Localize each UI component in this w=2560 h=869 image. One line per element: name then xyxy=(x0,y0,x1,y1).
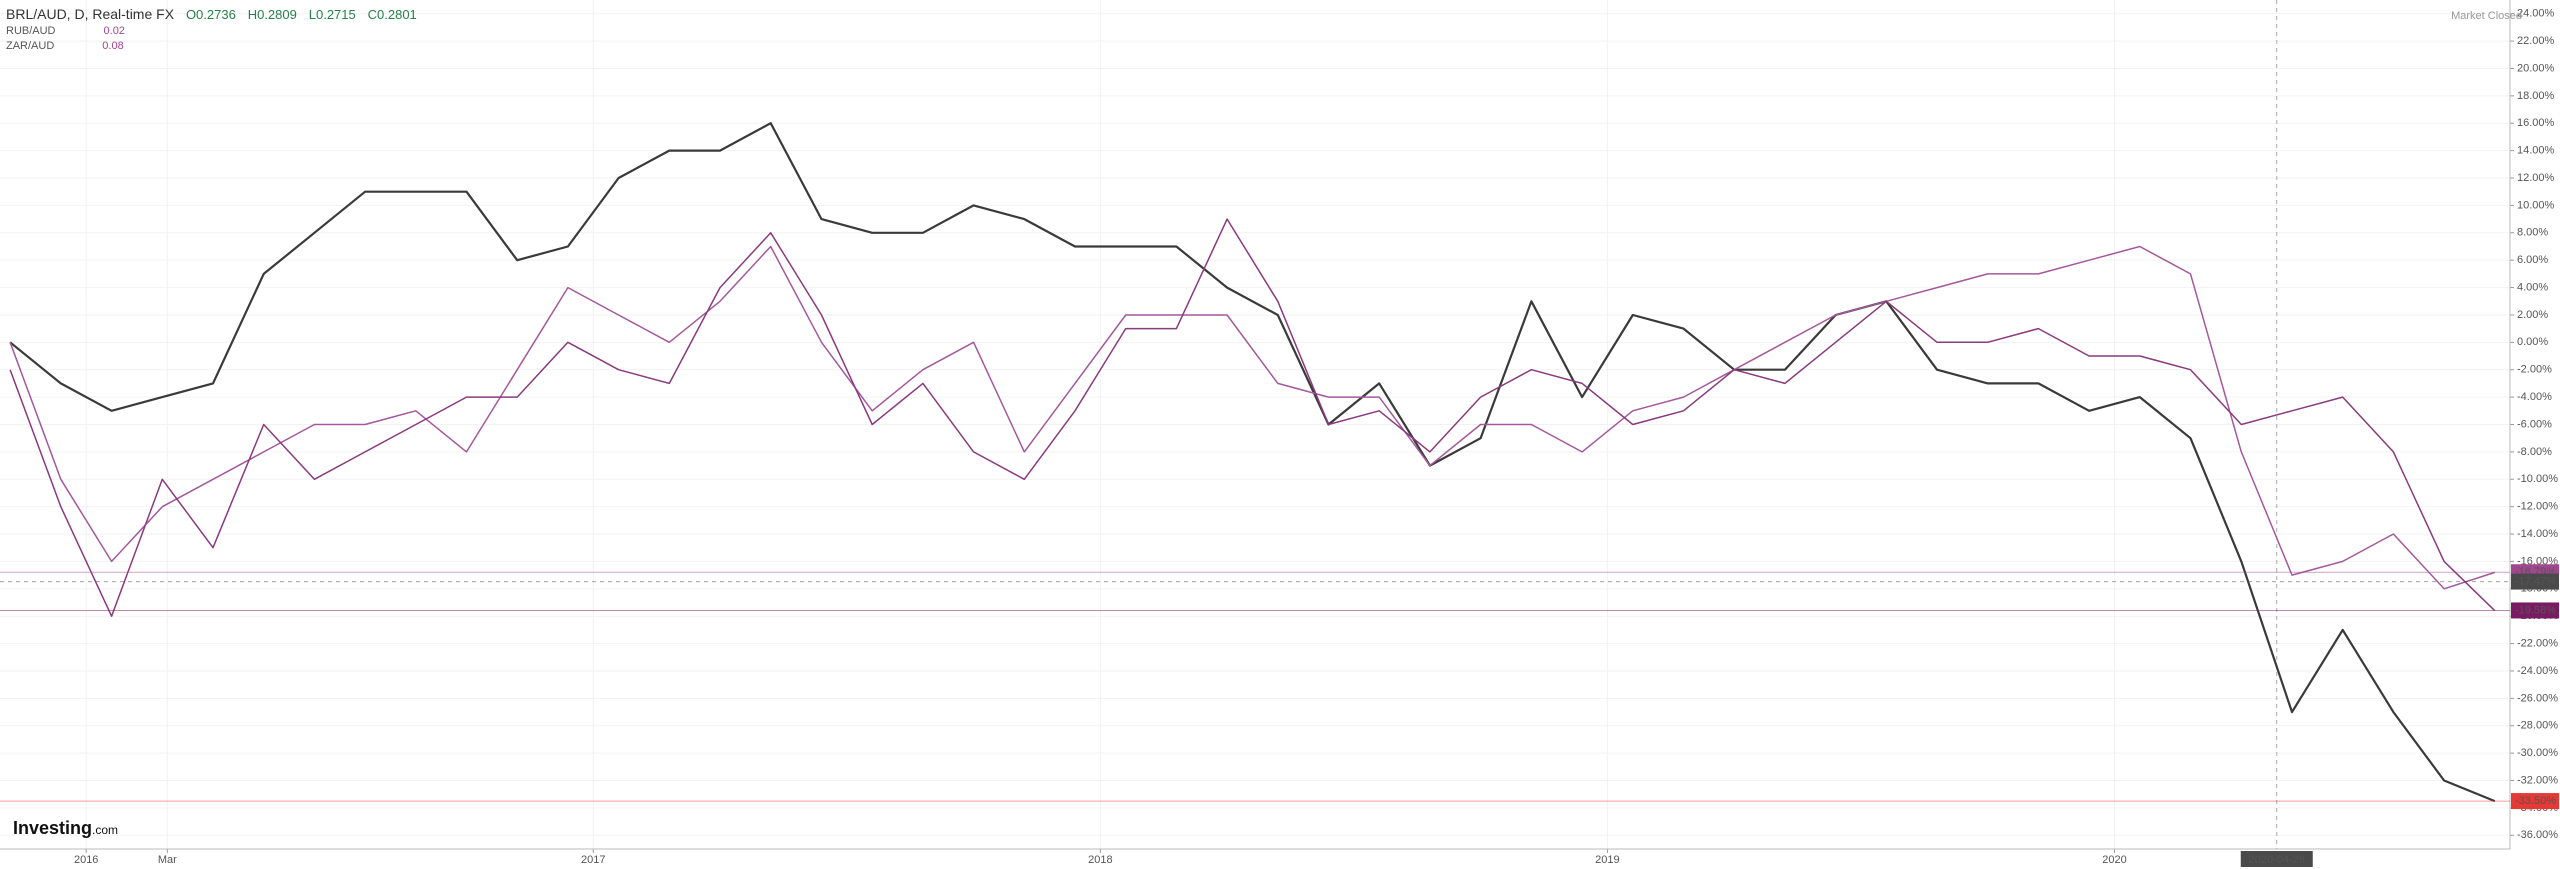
x-tick-label: 2016 xyxy=(74,854,98,866)
y-tick-label: -2.00% xyxy=(2517,364,2552,376)
y-tick-label: -6.00% xyxy=(2517,418,2552,430)
series-line xyxy=(9,245,2496,590)
crosshair-x-tag xyxy=(2240,851,2313,867)
y-tick-label: 24.00% xyxy=(2517,8,2555,20)
tag-label: -19.58% xyxy=(2515,604,2556,616)
y-tick-label: 20.00% xyxy=(2517,62,2555,74)
tag-label: -33.50% xyxy=(2515,795,2556,807)
y-tick-label: 14.00% xyxy=(2517,145,2555,157)
tag-box xyxy=(2511,573,2559,590)
x-tick-label: Mar xyxy=(158,854,177,866)
legend-name: ZAR/AUD xyxy=(6,40,55,52)
header: BRL/AUD, D, Real-time FX O0.2736 H0.2809… xyxy=(6,6,425,52)
y-tick-label: -14.00% xyxy=(2517,528,2558,540)
legend-value: 0.08 xyxy=(102,40,124,52)
ohlc-close: C0.2801 xyxy=(367,7,417,22)
tag-box xyxy=(2511,793,2559,810)
series-line xyxy=(9,218,2496,617)
y-tick-label: 8.00% xyxy=(2517,227,2548,239)
y-tick-label: -32.00% xyxy=(2517,774,2558,786)
title: BRL/AUD, D, Real-time FX xyxy=(6,6,175,22)
y-tick-label: 2.00% xyxy=(2517,309,2548,321)
y-tick-label: -24.00% xyxy=(2517,665,2558,677)
logo-suffix: .com xyxy=(92,823,119,837)
y-tick-label: 6.00% xyxy=(2517,254,2548,266)
y-tick-label: 18.00% xyxy=(2517,90,2555,102)
y-tick-label: -10.00% xyxy=(2517,473,2558,485)
series-line xyxy=(9,122,2496,803)
ohlc-low: L0.2715 xyxy=(308,7,356,22)
legend-value: 0.02 xyxy=(103,25,125,37)
ohlc-high: H0.2809 xyxy=(247,7,297,22)
y-tick-label: -28.00% xyxy=(2517,720,2558,732)
tag-box xyxy=(2511,602,2559,619)
y-tick-label: -8.00% xyxy=(2517,446,2552,458)
crosshair-x-label: 2020-04-28 xyxy=(2249,854,2305,866)
y-tick-label: -12.00% xyxy=(2517,501,2558,513)
market-status: Market Closed xyxy=(2451,10,2522,22)
y-tick-label: -4.00% xyxy=(2517,391,2552,403)
x-tick-label: 2019 xyxy=(1595,854,1619,866)
y-tick-label: -30.00% xyxy=(2517,747,2558,759)
watermark: Investing.com xyxy=(13,818,118,839)
x-tick-label: 2020 xyxy=(2102,854,2126,866)
legend-entry[interactable]: ZAR/AUD 0.08 xyxy=(6,40,425,52)
y-tick-label: 16.00% xyxy=(2517,117,2555,129)
y-tick-label: 0.00% xyxy=(2517,336,2548,348)
x-tick-label: 2017 xyxy=(581,854,605,866)
tag-label: -17.47% xyxy=(2515,575,2556,587)
y-tick-label: 4.00% xyxy=(2517,281,2548,293)
y-tick-label: -22.00% xyxy=(2517,638,2558,650)
y-tick-label: -36.00% xyxy=(2517,829,2558,841)
legend-entry[interactable]: RUB/AUD 0.02 xyxy=(6,25,425,37)
y-tick-label: 12.00% xyxy=(2517,172,2555,184)
ohlc-open: O0.2736 xyxy=(185,7,236,22)
title-row: BRL/AUD, D, Real-time FX O0.2736 H0.2809… xyxy=(6,6,425,22)
legend-name: RUB/AUD xyxy=(6,25,56,37)
y-tick-label: -26.00% xyxy=(2517,692,2558,704)
logo-main: Investing xyxy=(13,818,93,838)
y-tick-label: 10.00% xyxy=(2517,199,2555,211)
x-tick-label: 2018 xyxy=(1088,854,1112,866)
y-tick-label: 22.00% xyxy=(2517,35,2555,47)
